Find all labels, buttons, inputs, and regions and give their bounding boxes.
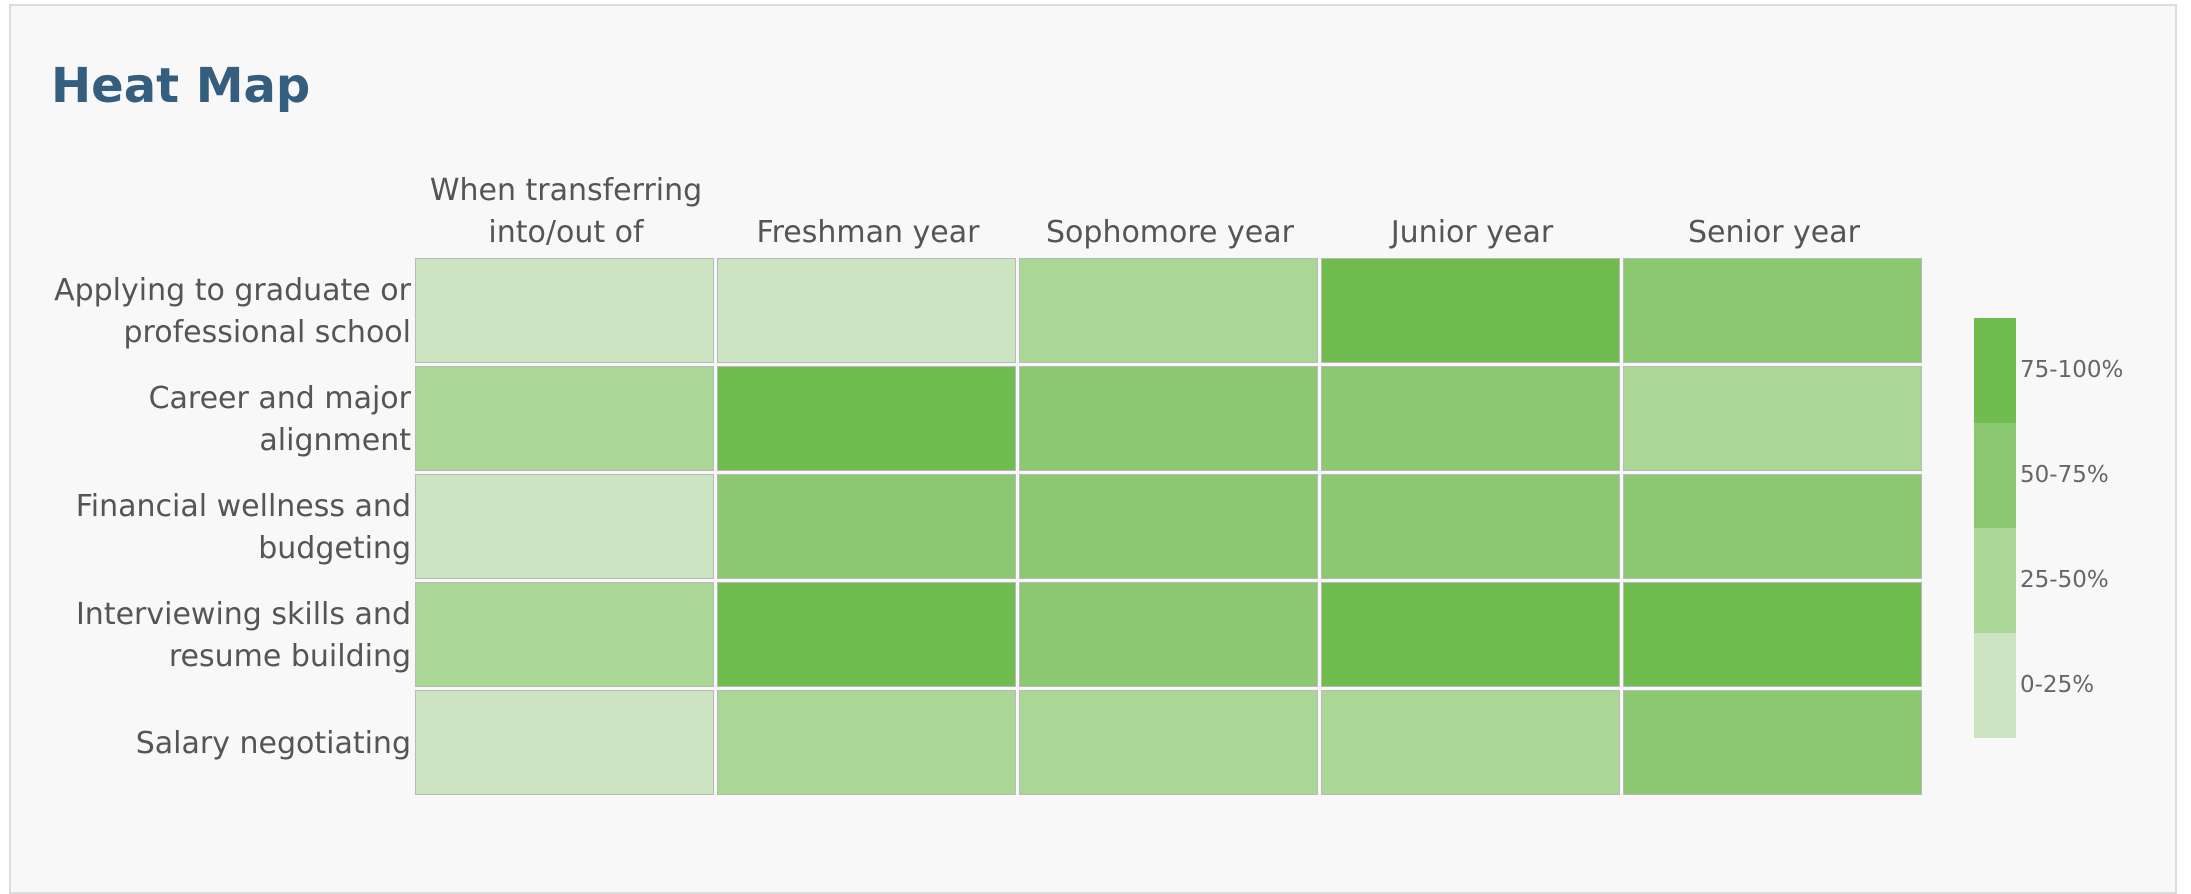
legend-swatch [1974, 528, 2016, 633]
column-label: Junior year [1390, 215, 1554, 250]
heatmap-cell [415, 366, 714, 471]
heatmap-cell [1019, 366, 1318, 471]
row-label: Financial wellness and budgeting [75, 489, 411, 566]
heatmap-cell [1623, 582, 1922, 687]
heatmap-cell [1321, 690, 1620, 795]
heatmap-cell [1321, 258, 1620, 363]
legend-swatch [1974, 423, 2016, 528]
heatmap-cell [415, 474, 714, 579]
heatmap-cell [1019, 258, 1318, 363]
column-label: When transferring into/out of [429, 173, 703, 250]
heatmap-cell [1019, 690, 1318, 795]
heatmap-cell [717, 474, 1016, 579]
row-label: Interviewing skills and resume building [75, 597, 411, 674]
heatmap-cell [1019, 474, 1318, 579]
legend-swatch [1974, 633, 2016, 738]
chart-title: Heat Map [51, 58, 311, 114]
heatmap-cell [717, 258, 1016, 363]
heatmap-cell [1321, 582, 1620, 687]
column-label: Sophomore year [1046, 215, 1294, 250]
column-label: Senior year [1687, 215, 1860, 250]
row-label: Applying to graduate or professional sch… [54, 273, 411, 350]
heatmap-cell [717, 366, 1016, 471]
heatmap-cell [1623, 258, 1922, 363]
heatmap-cell [415, 582, 714, 687]
heatmap-cell [415, 258, 714, 363]
heatmap-cell [717, 690, 1016, 795]
heatmap-cell [1623, 474, 1922, 579]
legend-swatch [1974, 318, 2016, 423]
heatmap-cell [1321, 366, 1620, 471]
row-label: Salary negotiating [135, 726, 411, 761]
heatmap-cell [1623, 690, 1922, 795]
heatmap-cell [717, 582, 1016, 687]
legend-label: 75-100% [2020, 356, 2124, 383]
heatmap-cell [1019, 582, 1318, 687]
column-label: Freshman year [756, 215, 980, 250]
legend-label: 50-75% [2020, 461, 2109, 488]
page: Heat Map When transferring into/out of Fr… [9, 4, 2177, 894]
heatmap-cell [415, 690, 714, 795]
heatmap-cell [1623, 366, 1922, 471]
heatmap-cell [1321, 474, 1620, 579]
row-label: Career and major alignment [148, 381, 411, 458]
legend-label: 0-25% [2020, 671, 2095, 698]
legend-label: 25-50% [2020, 566, 2109, 593]
